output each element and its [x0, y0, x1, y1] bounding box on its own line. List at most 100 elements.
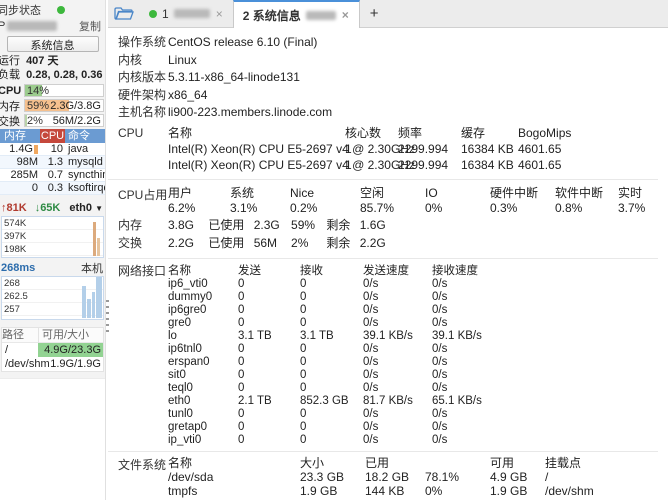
- tab-title-redacted: [173, 9, 210, 18]
- interface-selector[interactable]: eth0 ▼: [69, 202, 103, 214]
- iface-received: 0: [300, 355, 307, 368]
- iface-received: 0: [300, 342, 307, 355]
- open-folder-button[interactable]: [108, 0, 140, 27]
- copy-ip-button[interactable]: 复制: [79, 20, 101, 33]
- iface-name: gre0: [168, 316, 192, 329]
- disk-row[interactable]: /dev/shm 1.9G/1.9G: [2, 357, 103, 371]
- download-rate: 65K: [40, 202, 61, 214]
- fs-size: 1.9 GB: [300, 483, 338, 498]
- system-info-button[interactable]: 系统信息: [6, 36, 99, 52]
- iface-send-rate: 0/s: [363, 303, 379, 316]
- cpu-meter-percent: 14%: [27, 85, 50, 97]
- col-system: 系统: [230, 185, 255, 200]
- process-cpu: 10: [50, 143, 63, 155]
- filesystem-header: 名称 大小 已用 可用 挂载点: [168, 456, 668, 470]
- process-command: java: [68, 143, 89, 155]
- iface-sent: 0: [238, 407, 245, 420]
- memory-meter-value: 2.3G/3.8G: [50, 100, 101, 112]
- process-header-cpu[interactable]: CPU: [40, 129, 65, 143]
- process-table: 内存 CPU 命令 1.4G 10 java 98M 1.3 mysqld 28…: [0, 129, 105, 195]
- iface-received: 0: [300, 277, 307, 290]
- info-label: 硬件架构: [118, 87, 167, 102]
- iface-sent: 0: [238, 381, 245, 394]
- memory-free-label: 剩余: [326, 217, 351, 232]
- iface-received: 3.1 TB: [300, 329, 334, 342]
- filesystem-row: tmpfs 1.9 GB 144 KB 0% 1.9 GB /dev/shm: [168, 484, 668, 498]
- process-command: syncthing: [68, 169, 105, 181]
- main-panel: 1 × 2 系统信息 × + 操作系统 CentOS release 6.10 (…: [108, 0, 668, 500]
- iface-send-rate: 0/s: [363, 381, 379, 394]
- process-row[interactable]: 285M 0.7 syncthing: [0, 169, 105, 182]
- iface-received: 0: [300, 420, 307, 433]
- ping-target: 本机: [81, 263, 103, 275]
- net-scale-tick: 397K: [4, 231, 27, 242]
- cpu-usage-header: 用户 系统 Nice 空闲 IO 硬件中断 软件中断 实时: [168, 186, 668, 201]
- col-bogomips: BogoMips: [518, 125, 572, 140]
- cpu-bogomips: 4601.65: [518, 141, 562, 156]
- col-sent: 发送: [238, 264, 261, 277]
- iface-send-rate: 0/s: [363, 420, 379, 433]
- iface-sent: 0: [238, 368, 245, 381]
- os-value: CentOS release 6.10 (Final): [168, 35, 318, 49]
- cpu-usage-section: CPU占用 用户 系统 Nice 空闲 IO 硬件中断 软件中断 实时 6.2%: [118, 186, 668, 216]
- fs-name: /dev/sda: [168, 469, 214, 484]
- process-cpu: 0.7: [47, 169, 63, 181]
- traffic-spike-bar: [93, 222, 96, 256]
- network-row: ip6_vti0 0 0 0/s 0/s: [168, 278, 668, 291]
- iface-received: 0: [300, 316, 307, 329]
- basic-info-list: 操作系统 CentOS release 6.10 (Final) 内核 Linux …: [118, 34, 668, 122]
- disk-row[interactable]: / 4.9G/23.3G: [2, 343, 103, 357]
- cpu-cores: 1: [345, 141, 352, 156]
- panel-splitter[interactable]: [105, 0, 109, 500]
- process-memory: 0: [31, 182, 38, 194]
- col-send-rate: 发送速度: [363, 264, 409, 277]
- close-tab-icon[interactable]: ×: [215, 6, 223, 21]
- iface-send-rate: 0/s: [363, 433, 379, 446]
- tab-status-dot-icon: [149, 9, 157, 18]
- uptime-row: 运行 407 天: [0, 54, 105, 68]
- disk-header-avail-size[interactable]: 可用/大小: [38, 328, 103, 343]
- iface-received: 0: [300, 381, 307, 394]
- process-header-command[interactable]: 命令: [68, 130, 90, 142]
- process-header-memory[interactable]: 内存: [4, 130, 26, 142]
- sidebar-monitor-panel: 同步状态 P 复制 系统信息 运行 407 天 负载 0.28, 0.28, 0…: [0, 0, 105, 379]
- swap-meter-value: 56M/2.2G: [52, 115, 101, 127]
- folder-icon: [114, 7, 134, 20]
- fs-used: 18.2 GB: [365, 469, 410, 484]
- cpu-section-label: CPU: [118, 125, 144, 140]
- tab-session-1[interactable]: 1 ×: [140, 0, 233, 27]
- user-pct: 6.2%: [168, 200, 196, 215]
- iface-recv-rate: 39.1 KB/s: [432, 329, 482, 342]
- iface-name: teql0: [168, 381, 193, 394]
- disk-avail-size: 1.9G/1.9G: [50, 358, 101, 370]
- process-row[interactable]: 1.4G 10 java: [0, 143, 105, 156]
- process-cpu: 1.3: [47, 156, 63, 168]
- iface-recv-rate: 0/s: [432, 355, 448, 368]
- close-tab-icon[interactable]: ×: [341, 8, 349, 22]
- col-realtime: 实时: [618, 185, 643, 200]
- splitter-handle-icon[interactable]: [106, 300, 109, 334]
- swap-free-label: 剩余: [326, 235, 351, 250]
- net-scale-tick: 574K: [4, 218, 27, 229]
- tab-system-info[interactable]: 2 系统信息 ×: [232, 0, 360, 28]
- iface-recv-rate: 0/s: [432, 433, 448, 446]
- ping-graph: 268 262.5 257: [1, 276, 104, 320]
- load-row: 负载 0.28, 0.28, 0.36: [0, 68, 105, 82]
- process-memory: 98M: [16, 156, 38, 168]
- process-row[interactable]: 98M 1.3 mysqld: [0, 156, 105, 169]
- process-row[interactable]: 0 0.3 ksoftirqd/: [0, 182, 105, 195]
- iface-received: 0: [300, 290, 307, 303]
- memory-usage-chip: [34, 144, 38, 154]
- network-section: 网络接口 名称 发送 接收 发送速度 接收速度 ip6_vti0 0 0 0/s 0/s…: [118, 264, 668, 447]
- tab-bar: 1 × 2 系统信息 × +: [108, 0, 668, 28]
- disk-header-path[interactable]: 路径: [2, 329, 24, 341]
- iface-name: dummy0: [168, 290, 213, 303]
- iface-send-rate: 0/s: [363, 407, 379, 420]
- iface-sent: 0: [238, 303, 245, 316]
- ip-address-redacted: [7, 20, 58, 31]
- swap-meter-row: 交换 2% 56M/2.2G: [0, 114, 104, 128]
- iface-name: gretap0: [168, 420, 208, 433]
- new-tab-button[interactable]: +: [369, 5, 379, 22]
- ping-bar: [92, 292, 95, 318]
- ip-row: P 复制: [0, 17, 105, 34]
